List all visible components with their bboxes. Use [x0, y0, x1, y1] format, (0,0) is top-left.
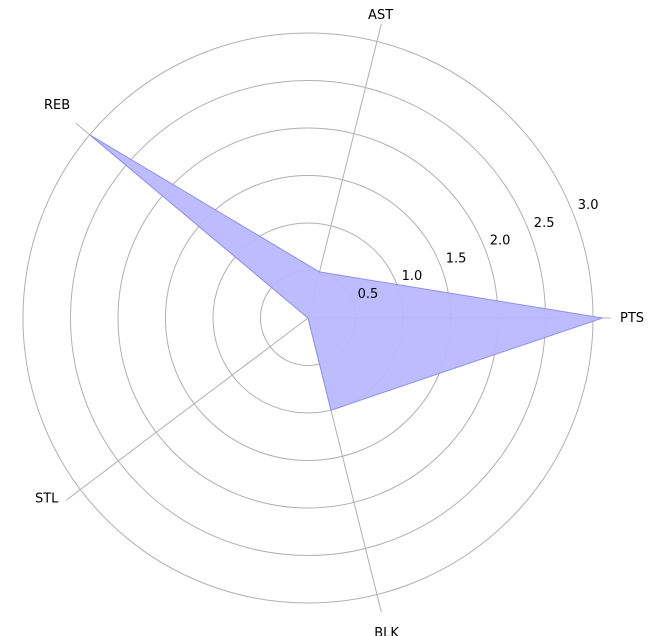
- radial-tick-label: 3.0: [578, 198, 599, 213]
- axis-label-ast: AST: [368, 8, 393, 23]
- radial-tick-label: 2.0: [490, 234, 511, 249]
- series-area-1: [89, 134, 603, 411]
- axis-label-stl: STL: [35, 492, 59, 507]
- radial-tick-label: 1.0: [402, 269, 423, 284]
- axis-label-blk: BLK: [374, 626, 399, 636]
- spoke-stl: [65, 317, 309, 501]
- radial-tick-label: 0.5: [358, 287, 379, 302]
- axis-label-pts: PTS: [620, 311, 644, 326]
- radial-tick-labels: 0.5 1.0 1.5 2.0 2.5 3.0: [358, 198, 599, 302]
- radial-tick-label: 1.5: [446, 251, 467, 266]
- axis-labels: PTS AST REB STL BLK: [35, 8, 644, 636]
- radial-tick-label: 2.5: [534, 216, 555, 231]
- spoke-ast: [307, 23, 382, 319]
- axis-label-reb: REB: [44, 98, 70, 113]
- series-layer: [89, 134, 603, 411]
